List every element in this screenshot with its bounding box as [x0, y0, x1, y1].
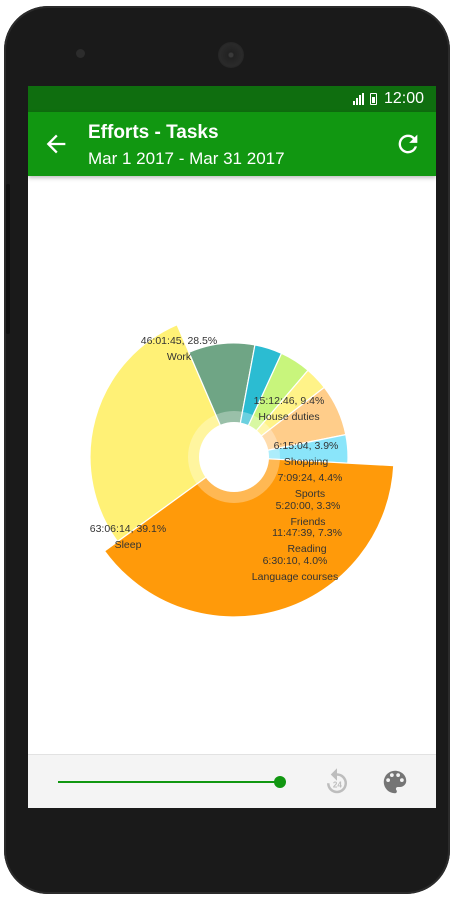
time-slider-thumb[interactable] [274, 776, 286, 788]
slice-value-label: 7:09:24, 4.4% [278, 472, 343, 484]
slice-category-label: Sports [295, 488, 325, 500]
slice-value-label: 15:12:46, 9.4% [254, 395, 325, 407]
pie-chart: 46:01:45, 28.5% Work 15:12:46, 9.4% House d… [89, 323, 395, 618]
signal-icon [352, 93, 365, 105]
slice-category-label: Sleep [115, 539, 142, 551]
arrow-left-icon[interactable] [42, 130, 70, 158]
slice-value-label: 6:30:10, 4.0% [263, 555, 328, 567]
slice-value-label: 6:15:04, 3.9% [274, 440, 339, 452]
bottom-toolbar: 24 [28, 754, 436, 808]
donut-hole [199, 422, 269, 492]
slice-value-label: 11:47:39, 7.3% [272, 527, 342, 539]
earpiece-speaker [218, 42, 244, 68]
slice-category-label: Reading [287, 543, 326, 555]
app-bar: Efforts - Tasks Mar 1 2017 - Mar 31 2017 [28, 112, 436, 176]
replay-24-icon[interactable]: 24 [322, 767, 352, 797]
status-bar: 12:00 [28, 86, 436, 112]
slice-category-label: Friends [290, 516, 325, 528]
side-button [6, 184, 10, 334]
slice-value-label: 46:01:45, 28.5% [141, 335, 217, 347]
refresh-icon[interactable] [394, 130, 422, 158]
app-screen: 12:00 Efforts - Tasks Mar 1 2017 - Mar 3… [28, 86, 436, 808]
battery-icon [369, 93, 377, 105]
front-camera [76, 49, 85, 58]
palette-icon[interactable] [380, 767, 410, 797]
time-slider-track[interactable] [58, 781, 280, 783]
page-title: Efforts - Tasks [88, 122, 219, 143]
pie-slice-sleep[interactable] [103, 456, 395, 618]
slice-category-label: Work [167, 351, 192, 363]
slice-category-label: Shopping [284, 456, 329, 468]
pie-slice-work[interactable] [89, 323, 235, 543]
pie-chart-area: 46:01:45, 28.5% Work 15:12:46, 9.4% House d… [28, 176, 436, 754]
phone-frame: 12:00 Efforts - Tasks Mar 1 2017 - Mar 3… [4, 6, 450, 894]
status-time: 12:00 [383, 90, 424, 107]
slice-category-label: Language courses [252, 571, 338, 583]
slice-value-label: 5:20:00, 3.3% [276, 500, 341, 512]
svg-text:24: 24 [333, 780, 343, 789]
date-range: Mar 1 2017 - Mar 31 2017 [88, 149, 285, 168]
slice-category-label: House duties [258, 411, 319, 423]
slice-value-label: 63:06:14, 39.1% [90, 523, 166, 535]
